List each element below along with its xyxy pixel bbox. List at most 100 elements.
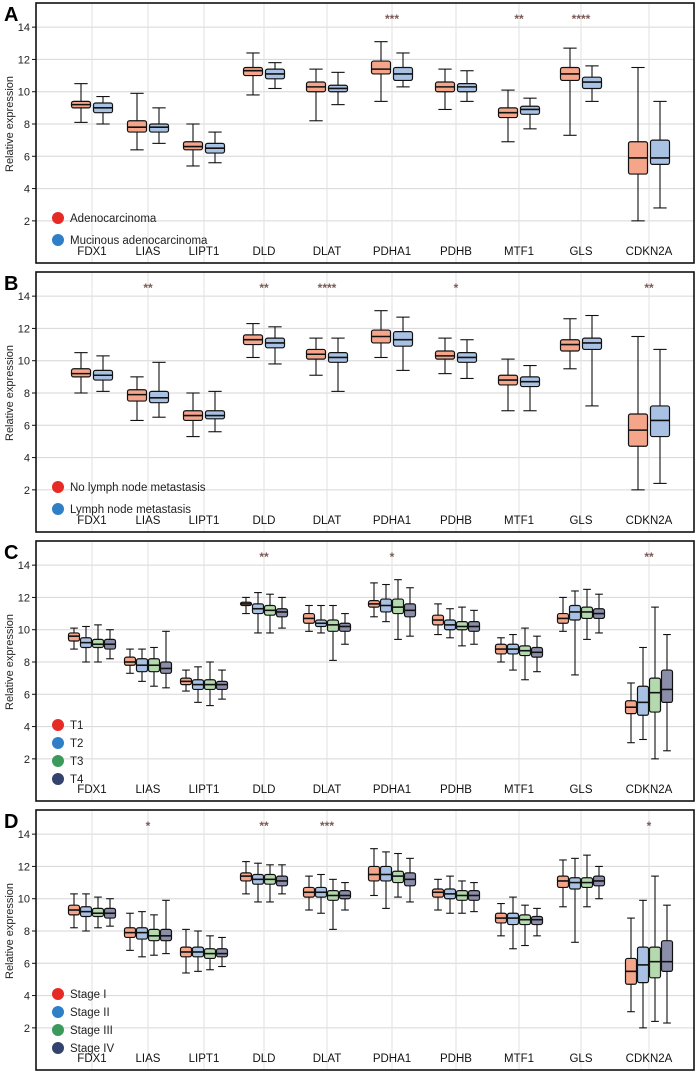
box-mtf1-series-1: [497, 358, 519, 412]
box-lipt1-series-1: [179, 928, 193, 974]
legend-item-3: T3: [52, 755, 83, 768]
box-gls-series-1: [556, 596, 570, 632]
x-tick-label: DLD: [252, 515, 275, 527]
box-dlat-series-3: [326, 604, 340, 661]
box-dlat-series-1: [302, 875, 316, 911]
box-iqr: [242, 66, 264, 77]
box-dlat-series-1: [302, 604, 316, 632]
box-iqr: [326, 619, 340, 632]
box-iqr: [434, 350, 456, 360]
x-tick-label: MTF1: [504, 1053, 534, 1065]
box-dld-series-2: [264, 326, 286, 365]
box-gls-series-2: [581, 65, 603, 102]
x-tick-label: MTF1: [504, 246, 534, 258]
box-iqr: [559, 339, 581, 352]
box-pdhb-series-2: [443, 875, 457, 914]
box-pdha1-series-1: [370, 310, 392, 359]
significance-label: **: [514, 12, 524, 26]
y-tick-label: 2: [24, 485, 30, 497]
significance-label: *: [390, 550, 395, 564]
significance-label: ****: [572, 12, 591, 26]
box-iqr: [391, 870, 405, 884]
box-pdhb-series-4: [467, 882, 481, 913]
legend-label: T2: [70, 738, 83, 750]
box-fdx1-series-2: [92, 355, 114, 392]
y-tick-label: 6: [24, 151, 30, 163]
box-dld-series-4: [275, 596, 289, 629]
box-pdhb-series-4: [467, 609, 481, 645]
box-dld-series-4: [275, 864, 289, 895]
legend-item-1: Stage I: [52, 988, 106, 1001]
box-fdx1-series-2: [79, 893, 93, 932]
panel-label: D: [4, 811, 18, 833]
box-iqr: [159, 661, 173, 674]
box-mtf1-series-2: [519, 365, 541, 412]
box-cdkn2a-series-2: [649, 348, 671, 484]
box-pdha1-series-3: [391, 579, 405, 640]
legend-item-4: Stage IV: [52, 1042, 114, 1055]
panel-label: A: [4, 4, 18, 26]
box-cdkn2a-series-1: [627, 66, 649, 222]
x-tick-label: DLD: [252, 246, 275, 258]
significance-label: *: [647, 819, 652, 833]
legend-dot: [52, 503, 64, 515]
box-dld-series-2: [264, 62, 286, 90]
box-dld-series-1: [239, 861, 253, 895]
legend-dot: [52, 1042, 64, 1054]
box-iqr: [568, 877, 582, 890]
x-tick-label: MTF1: [504, 515, 534, 527]
box-iqr: [506, 912, 520, 926]
box-lias-series-4: [159, 899, 173, 955]
box-mtf1-series-4: [530, 635, 544, 673]
box-iqr: [636, 685, 650, 716]
box-iqr: [147, 928, 161, 942]
y-tick-label: 14: [18, 291, 30, 303]
y-tick-label: 12: [18, 861, 30, 873]
x-tick-label: CDKN2A: [626, 784, 673, 796]
x-tick-label: DLAT: [313, 784, 342, 796]
box-pdha1-series-3: [391, 852, 405, 898]
panel-d: D Relative expression 2 4 6 8 10 12 14 FDX1 LIAS LI…: [4, 809, 695, 1071]
x-tick-label: GLS: [569, 515, 592, 527]
y-tick-label: 12: [18, 592, 30, 604]
y-axis-label: Relative expression: [4, 345, 16, 441]
box-iqr: [431, 888, 445, 898]
box-cdkn2a-series-2: [636, 899, 650, 1029]
box-fdx1-series-4: [103, 898, 117, 927]
box-lias-series-2: [135, 911, 149, 958]
x-tick-label: PDHB: [440, 784, 472, 796]
y-axis-label: Relative expression: [4, 76, 16, 172]
box-gls-series-1: [559, 47, 581, 136]
x-tick-label: FDX1: [77, 246, 106, 258]
box-iqr: [367, 865, 381, 882]
x-tick-label: LIAS: [136, 246, 161, 258]
box-iqr: [338, 890, 352, 900]
box-iqr: [135, 927, 149, 940]
box-mtf1-series-1: [494, 637, 508, 663]
legend-item-2: Lymph node metastasis: [52, 503, 191, 516]
x-tick-label: PDHA1: [373, 784, 411, 796]
y-tick-label: 2: [24, 754, 30, 766]
box-iqr: [159, 928, 173, 942]
x-tick-label: LIPT1: [189, 784, 220, 796]
significance-label: **: [143, 281, 153, 295]
box-iqr: [391, 598, 405, 615]
legend-label: T3: [70, 756, 83, 768]
y-axis-label: Relative expression: [4, 614, 16, 710]
box-fdx1-series-1: [70, 352, 92, 394]
x-tick-label: PDHA1: [373, 1053, 411, 1065]
box-iqr: [568, 604, 582, 621]
legend-dot: [52, 1006, 64, 1018]
box-gls-series-3: [580, 854, 594, 908]
y-tick-label: 6: [24, 958, 30, 970]
legend-item-1: T1: [52, 719, 83, 732]
box-pdha1-series-1: [367, 848, 381, 897]
box-mtf1-series-2: [519, 97, 541, 130]
box-cdkn2a-series-4: [660, 634, 674, 752]
legend-label: T4: [70, 774, 84, 786]
box-lias-series-1: [126, 376, 148, 421]
panel-frame: [35, 540, 695, 802]
box-mtf1-series-1: [494, 903, 508, 937]
box-iqr: [648, 677, 662, 713]
y-tick-label: 4: [24, 184, 30, 196]
